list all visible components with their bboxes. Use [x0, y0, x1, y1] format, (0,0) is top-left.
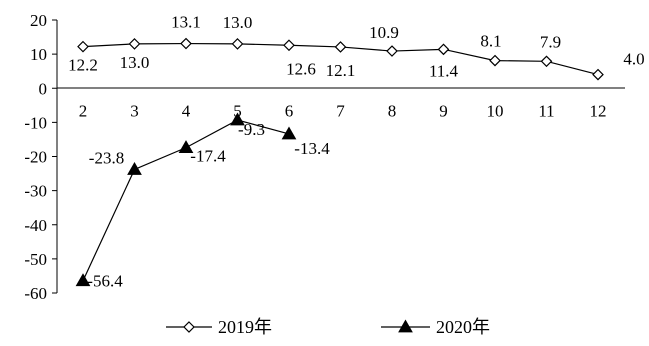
x-tick-label: 5 [233, 101, 242, 120]
data-point-diamond [77, 40, 89, 53]
data-label: -13.4 [294, 139, 330, 158]
data-label: 8.1 [480, 32, 501, 51]
data-label: 12.2 [68, 56, 98, 75]
data-point-diamond [283, 39, 295, 52]
x-tick-label: 3 [130, 101, 139, 120]
data-point-diamond [489, 54, 501, 67]
y-tick-label: 10 [30, 45, 47, 64]
legend-label: 2019年 [218, 317, 272, 337]
x-tick-label: 6 [285, 101, 294, 120]
data-point-triangle [127, 161, 142, 175]
y-tick-label: -20 [24, 148, 47, 167]
data-label: 13.1 [171, 13, 201, 32]
data-point-triangle [398, 319, 413, 333]
data-label: 13.0 [223, 13, 253, 32]
data-point-diamond [128, 38, 141, 50]
x-tick-label: 7 [336, 101, 345, 120]
y-tick-label: -40 [24, 216, 47, 235]
series-layer [75, 37, 604, 287]
data-labels: 12.2 13.0 13.1 13.0 12.6 12.1 10.9 11.4 8.1 7.9 4.… [68, 13, 645, 291]
x-tick-label: 10 [487, 101, 504, 120]
data-point-diamond [180, 37, 192, 50]
data-point-triangle [75, 273, 91, 287]
x-tick-label: 12 [590, 101, 607, 120]
data-label: 4.0 [623, 50, 644, 69]
data-point-triangle [178, 140, 194, 154]
data-label: 11.4 [429, 61, 459, 80]
data-point-triangle [281, 126, 297, 140]
x-tick-label: 9 [439, 101, 448, 120]
data-label: -17.4 [190, 147, 226, 166]
y-tick-label: -60 [24, 284, 47, 303]
x-axis-ticks: 2 3 4 5 6 7 8 9 10 11 12 [79, 101, 607, 120]
x-tick-label: 8 [388, 101, 397, 120]
data-label: 12.1 [326, 61, 356, 80]
data-point-diamond [437, 43, 450, 56]
data-label: 7.9 [540, 32, 561, 51]
data-label: 12.6 [286, 59, 316, 78]
data-point-diamond [592, 68, 604, 81]
data-label: -9.3 [238, 120, 265, 139]
x-tick-label: 2 [79, 101, 88, 120]
data-point-diamond [231, 38, 244, 50]
data-point-triangle [230, 112, 245, 126]
y-axis-ticks: 20 10 0 -10 -20 -30 -40 -50 -60 [24, 11, 57, 303]
data-label: -56.4 [87, 272, 123, 291]
data-point-diamond [540, 55, 553, 68]
data-point-diamond [183, 321, 195, 333]
data-point-diamond [386, 45, 398, 57]
y-tick-label: 0 [39, 79, 48, 98]
y-tick-label: 20 [30, 11, 47, 30]
legend: 2019年 2020年 [166, 317, 490, 337]
legend-label: 2020年 [436, 317, 490, 337]
data-label: 10.9 [369, 23, 399, 42]
data-label: 13.0 [120, 53, 150, 72]
data-point-diamond [334, 41, 347, 53]
data-label: -23.8 [89, 148, 124, 167]
y-tick-label: -10 [24, 113, 47, 132]
x-tick-label: 4 [182, 101, 191, 120]
y-tick-label: -50 [24, 250, 47, 269]
y-tick-label: -30 [24, 182, 47, 201]
x-tick-label: 11 [538, 101, 554, 120]
